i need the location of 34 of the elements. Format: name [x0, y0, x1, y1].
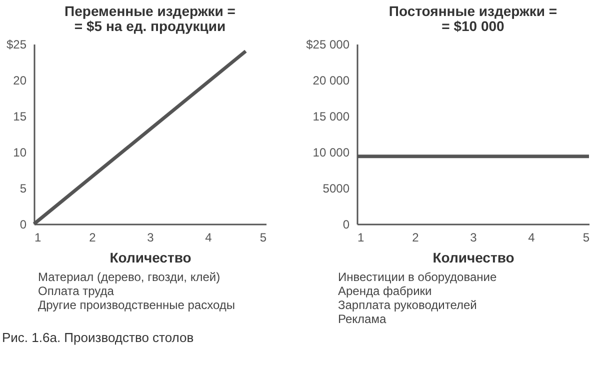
- x-axis-title: Количество: [110, 250, 192, 266]
- text: Инвестиции в оборудование: [338, 270, 498, 284]
- chart-title: Переменные издержки = = $5 на ед. продукции: [64, 3, 236, 34]
- x-tick-label: 5: [260, 230, 267, 244]
- x-tick-label: 3: [147, 230, 154, 244]
- y-tick-label: 10: [13, 146, 27, 160]
- x-tick-label: 4: [205, 230, 212, 244]
- chart-title: Постоянные издержки = = $10 000: [388, 3, 558, 34]
- text: Зарплата руководителей: [338, 298, 478, 312]
- x-tick-label: 1: [358, 230, 364, 244]
- text: Реклама: [338, 312, 388, 326]
- x-tick-label: 4: [528, 230, 536, 244]
- y-tick-label: 5000: [322, 182, 350, 196]
- y-tick-label: 10 000: [312, 146, 350, 160]
- y-tick-label: 15: [13, 110, 27, 124]
- text: Оплата труда: [38, 284, 115, 298]
- x-tick-label: 3: [470, 230, 478, 244]
- y-tick-label: $25 000: [306, 38, 350, 52]
- y-tick-label: 0: [342, 218, 350, 232]
- y-tick-label: 20 000: [312, 74, 350, 88]
- y-tick-label: 20: [13, 74, 27, 88]
- y-tick-label: 15 000: [312, 110, 350, 124]
- y-tick-label: 0: [20, 218, 27, 232]
- x-tick-label: 2: [89, 230, 96, 244]
- x-tick-label: 2: [412, 230, 420, 244]
- x-axis-title: Количество: [432, 250, 514, 266]
- text: Материал (дерево, гвозди, клей): [38, 270, 222, 284]
- y-tick-label: 5: [20, 182, 27, 196]
- text: Аренда фабрики: [338, 284, 433, 298]
- text: Рис. 1.6а. Производство столов: [2, 330, 195, 345]
- y-tick-label: $25: [6, 38, 27, 52]
- x-tick-label: 1: [34, 230, 42, 244]
- text: Другие производственные расходы: [38, 298, 236, 312]
- x-tick-label: 5: [582, 230, 590, 244]
